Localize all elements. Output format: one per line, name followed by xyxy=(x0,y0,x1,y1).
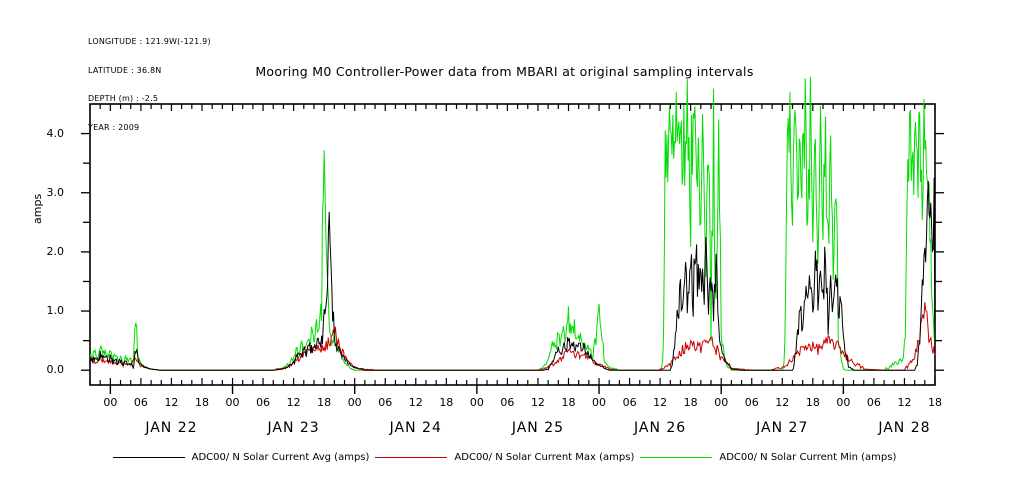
x-hour-label: 12 xyxy=(775,396,790,409)
x-day-label: JAN 27 xyxy=(756,420,809,436)
x-hour-label: 18 xyxy=(805,396,820,409)
x-hour-label: 06 xyxy=(622,396,637,409)
y-tick-label: 4.0 xyxy=(46,126,65,140)
metadata-block: LONGITUDE : 121.9W(-121.9) LATITUDE : 36… xyxy=(88,18,211,142)
chart-title: Mooring M0 Controller-Power data from MB… xyxy=(255,64,754,79)
x-day-label: JAN 22 xyxy=(145,420,198,436)
x-hour-label: 00 xyxy=(592,396,607,409)
x-hour-label: 12 xyxy=(653,396,668,409)
x-hour-label: 00 xyxy=(103,396,118,409)
y-tick-label: 2.0 xyxy=(46,244,65,258)
y-tick-label: 0.0 xyxy=(46,363,65,377)
x-hour-label: 00 xyxy=(225,396,240,409)
x-hour-label: 12 xyxy=(530,396,545,409)
chart-legend: ADC00/ N Solar Current Avg (amps) ADC00/ … xyxy=(0,452,1009,463)
chart-series-line xyxy=(89,76,936,371)
x-hour-label: 06 xyxy=(256,396,271,409)
x-hour-label: 06 xyxy=(500,396,515,409)
legend-item: ADC00/ N Solar Current Avg (amps) xyxy=(112,452,370,463)
x-day-label: JAN 24 xyxy=(389,420,442,436)
y-tick-label: 3.0 xyxy=(46,185,65,199)
x-hour-label: 12 xyxy=(286,396,301,409)
legend-label: ADC00/ N Solar Current Max (amps) xyxy=(454,452,635,463)
legend-color-swatch xyxy=(112,457,185,458)
x-hour-label: 18 xyxy=(928,396,942,409)
x-hour-label: 18 xyxy=(683,396,698,409)
x-hour-label: 06 xyxy=(378,396,393,409)
legend-color-swatch xyxy=(375,457,448,458)
x-hour-label: 06 xyxy=(744,396,759,409)
x-hour-label: 00 xyxy=(347,396,362,409)
legend-label: ADC00/ N Solar Current Avg (amps) xyxy=(191,452,370,463)
x-hour-label: 18 xyxy=(194,396,209,409)
x-hour-label: 00 xyxy=(836,396,851,409)
metadata-year: YEAR : 2009 xyxy=(88,122,140,132)
x-day-label: JAN 28 xyxy=(878,420,931,436)
y-tick-label: 1.0 xyxy=(46,304,65,318)
chart-series-line xyxy=(89,302,936,371)
x-hour-label: 00 xyxy=(469,396,484,409)
legend-color-swatch xyxy=(640,457,713,458)
y-axis-ticks: 0.0 1.0 2.0 3.0 4.0 xyxy=(24,0,65,504)
x-day-label: JAN 23 xyxy=(267,420,320,436)
x-hour-label: 06 xyxy=(866,396,881,409)
x-hour-label: 00 xyxy=(714,396,729,409)
plot-frame xyxy=(89,103,936,386)
metadata-depth: DEPTH (m) : -2.5 xyxy=(88,94,159,103)
chart-series-line xyxy=(89,177,936,371)
legend-item: ADC00/ N Solar Current Min (amps) xyxy=(640,452,896,463)
x-hour-label: 06 xyxy=(133,396,148,409)
legend-label: ADC00/ N Solar Current Min (amps) xyxy=(719,452,897,463)
x-day-label: JAN 25 xyxy=(511,420,565,436)
x-day-label: JAN 26 xyxy=(634,420,687,436)
x-hour-label: 12 xyxy=(164,396,179,409)
x-hour-label: 12 xyxy=(408,396,423,409)
x-hour-label: 18 xyxy=(561,396,576,409)
x-hour-label: 12 xyxy=(897,396,912,409)
x-hour-label: 18 xyxy=(439,396,454,409)
x-hour-label: 18 xyxy=(317,396,332,409)
legend-item: ADC00/ N Solar Current Max (amps) xyxy=(375,452,634,463)
metadata-longitude: LONGITUDE : 121.9W(-121.9) xyxy=(88,37,211,46)
metadata-latitude: LATITUDE : 36.8N xyxy=(88,65,162,75)
